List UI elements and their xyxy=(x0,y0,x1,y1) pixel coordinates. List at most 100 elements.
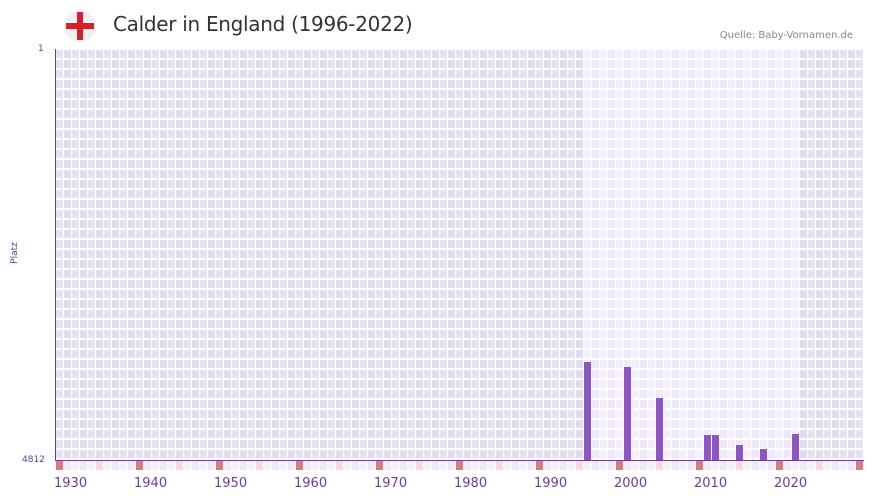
year-marker xyxy=(432,461,439,470)
source-link[interactable]: Quelle: Baby-Vornamen.de xyxy=(719,30,853,41)
y-tick-top: 1 xyxy=(38,44,44,54)
year-marker xyxy=(784,461,791,470)
y-axis-label: Platz xyxy=(9,242,20,264)
year-marker xyxy=(616,461,623,470)
year-marker xyxy=(552,461,559,470)
year-marker xyxy=(248,461,255,470)
year-marker xyxy=(128,461,135,470)
x-axis xyxy=(55,460,864,461)
year-marker xyxy=(224,461,231,470)
year-marker xyxy=(408,461,415,470)
year-marker xyxy=(296,461,303,470)
rank-bar[interactable] xyxy=(712,434,719,460)
year-marker xyxy=(776,461,783,470)
year-marker xyxy=(464,461,471,470)
year-marker xyxy=(792,461,799,470)
x-tick-label: 1980 xyxy=(454,476,488,491)
rank-bar[interactable] xyxy=(624,366,631,460)
year-marker xyxy=(288,461,295,470)
year-marker xyxy=(648,461,655,470)
rank-bar[interactable] xyxy=(704,434,711,460)
year-marker xyxy=(808,461,815,470)
year-marker xyxy=(752,461,759,470)
year-marker xyxy=(560,461,567,470)
year-marker xyxy=(512,461,519,470)
year-marker xyxy=(56,461,63,470)
year-marker xyxy=(320,461,327,470)
year-marker xyxy=(744,461,751,470)
year-marker xyxy=(584,461,591,470)
year-marker xyxy=(504,461,511,470)
year-marker xyxy=(96,461,103,470)
year-marker xyxy=(576,461,583,470)
year-marker xyxy=(848,461,855,470)
year-marker xyxy=(720,461,727,470)
year-marker xyxy=(760,461,767,470)
year-marker xyxy=(360,461,367,470)
year-marker xyxy=(88,461,95,470)
rank-bar[interactable] xyxy=(792,434,799,460)
year-marker xyxy=(104,461,111,470)
year-marker xyxy=(392,461,399,470)
year-marker xyxy=(312,461,319,470)
year-marker xyxy=(800,461,807,470)
x-tick-label: 2000 xyxy=(614,476,648,491)
year-marker xyxy=(696,461,703,470)
x-tick-label: 1930 xyxy=(54,476,88,491)
year-marker xyxy=(200,461,207,470)
x-tick-label: 1950 xyxy=(214,476,248,491)
year-marker xyxy=(608,461,615,470)
year-marker xyxy=(416,461,423,470)
year-marker xyxy=(544,461,551,470)
x-tick-label: 2010 xyxy=(694,476,728,491)
year-marker xyxy=(152,461,159,470)
year-marker xyxy=(352,461,359,470)
year-marker xyxy=(488,461,495,470)
rank-bar[interactable] xyxy=(656,397,663,460)
year-marker xyxy=(232,461,239,470)
year-marker xyxy=(832,461,839,470)
year-marker xyxy=(680,461,687,470)
year-marker xyxy=(264,461,271,470)
year-marker xyxy=(624,461,631,470)
year-marker xyxy=(216,461,223,470)
year-marker xyxy=(736,461,743,470)
y-tick-bottom: 4812 xyxy=(22,455,45,465)
year-marker xyxy=(536,461,543,470)
x-tick-label: 2020 xyxy=(774,476,808,491)
year-marker xyxy=(280,461,287,470)
year-marker xyxy=(400,461,407,470)
year-marker xyxy=(840,461,847,470)
year-marker xyxy=(160,461,167,470)
year-marker xyxy=(240,461,247,470)
x-tick-label: 1990 xyxy=(534,476,568,491)
year-marker xyxy=(120,461,127,470)
year-marker xyxy=(64,461,71,470)
year-marker xyxy=(824,461,831,470)
year-marker xyxy=(472,461,479,470)
year-marker xyxy=(528,461,535,470)
year-marker xyxy=(72,461,79,470)
england-flag-icon xyxy=(64,10,96,42)
year-marker xyxy=(272,461,279,470)
year-marker xyxy=(440,461,447,470)
year-marker xyxy=(768,461,775,470)
year-marker xyxy=(712,461,719,470)
chart-title: Calder in England (1996-2022) xyxy=(113,12,413,36)
year-marker xyxy=(496,461,503,470)
year-marker xyxy=(640,461,647,470)
year-marker xyxy=(376,461,383,470)
rank-bar[interactable] xyxy=(736,444,743,460)
x-tick-label: 1960 xyxy=(294,476,328,491)
year-marker xyxy=(112,461,119,470)
year-marker xyxy=(664,461,671,470)
year-marker xyxy=(80,461,87,470)
year-marker xyxy=(368,461,375,470)
year-marker xyxy=(336,461,343,470)
rank-bar[interactable] xyxy=(584,362,591,460)
year-marker xyxy=(424,461,431,470)
year-marker xyxy=(208,461,215,470)
x-tick-label: 1940 xyxy=(134,476,168,491)
year-marker xyxy=(176,461,183,470)
rank-bar[interactable] xyxy=(760,448,767,460)
